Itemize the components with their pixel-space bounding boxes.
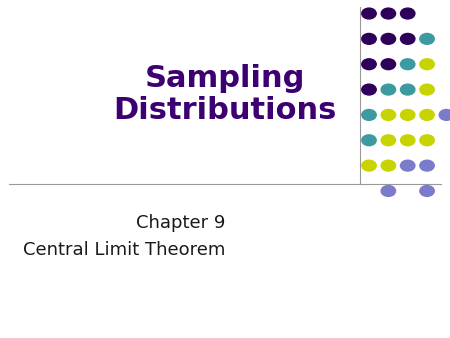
Circle shape — [400, 135, 415, 146]
Circle shape — [362, 59, 376, 70]
Circle shape — [381, 186, 396, 196]
Circle shape — [400, 33, 415, 44]
Circle shape — [362, 8, 376, 19]
Circle shape — [400, 110, 415, 120]
Circle shape — [439, 110, 450, 120]
Text: Sampling
Distributions: Sampling Distributions — [113, 64, 337, 125]
Circle shape — [420, 33, 434, 44]
Circle shape — [381, 84, 396, 95]
Circle shape — [362, 33, 376, 44]
Circle shape — [420, 59, 434, 70]
Circle shape — [420, 110, 434, 120]
Circle shape — [362, 160, 376, 171]
Circle shape — [420, 84, 434, 95]
Circle shape — [400, 160, 415, 171]
Circle shape — [362, 84, 376, 95]
Circle shape — [362, 135, 376, 146]
Circle shape — [381, 160, 396, 171]
Circle shape — [381, 8, 396, 19]
Circle shape — [381, 110, 396, 120]
Circle shape — [381, 135, 396, 146]
Circle shape — [420, 160, 434, 171]
Circle shape — [420, 186, 434, 196]
Circle shape — [400, 8, 415, 19]
Circle shape — [400, 59, 415, 70]
Circle shape — [400, 84, 415, 95]
Circle shape — [381, 59, 396, 70]
Circle shape — [381, 33, 396, 44]
Text: Chapter 9
Central Limit Theorem: Chapter 9 Central Limit Theorem — [22, 214, 225, 259]
Circle shape — [420, 135, 434, 146]
Circle shape — [362, 110, 376, 120]
